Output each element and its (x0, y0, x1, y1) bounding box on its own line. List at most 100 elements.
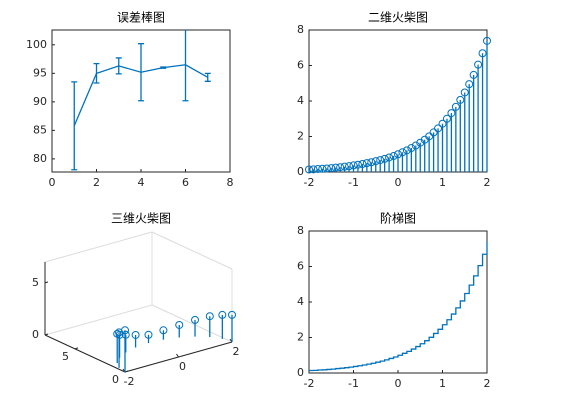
stem-marker (483, 36, 491, 45)
y-tick-label: 0 (112, 373, 119, 386)
stem-marker (331, 163, 340, 172)
error-bar (93, 62, 100, 84)
x-tick-label: 2 (233, 345, 240, 358)
stem-marker (340, 162, 349, 171)
stem-marker (402, 146, 411, 155)
stem-marker (318, 164, 327, 173)
box-edge (44, 231, 153, 263)
stem-marker (305, 165, 313, 174)
stem-marker (478, 49, 487, 58)
x-tick-label: 2 (484, 176, 491, 189)
stem-marker (376, 156, 385, 165)
stem-marker (469, 70, 478, 79)
y-axis (44, 334, 126, 373)
error-bar (182, 30, 189, 102)
stem-marker (456, 95, 465, 104)
y-tick-label: 2 (297, 130, 304, 143)
y-tick-label: 6 (297, 260, 304, 273)
stem-marker (115, 330, 124, 339)
error-bar (115, 57, 122, 75)
stem-marker (371, 157, 380, 166)
stem-marker (411, 141, 420, 150)
stem-marker (191, 315, 200, 324)
y-tick-label: 0 (297, 366, 304, 379)
stairs-line (309, 241, 488, 372)
x-tick-label: 1 (439, 377, 446, 390)
x-tick-label: 8 (227, 176, 234, 189)
stem-marker (434, 124, 443, 133)
stem-marker (438, 119, 447, 128)
error-bar (138, 43, 144, 102)
stem-marker (131, 330, 140, 339)
z-tick-label: 5 (32, 276, 39, 289)
y-tick-label: 85 (33, 123, 47, 136)
y-tick-label: 95 (33, 66, 47, 79)
z-tick-label: 0 (32, 328, 39, 341)
box-edge (151, 231, 233, 270)
chart-title: 三维火柴图 (111, 212, 171, 226)
error-bar (204, 72, 211, 82)
stem-marker (385, 153, 394, 162)
x-tick-label: -2 (304, 176, 315, 189)
stem-marker (451, 102, 460, 111)
error-bar (160, 66, 167, 69)
stem-marker (313, 164, 322, 173)
z-tick (44, 333, 49, 336)
chart-title: 二维火柴图 (368, 11, 428, 25)
plot-area (71, 30, 211, 171)
x-tick-label: 2 (484, 377, 491, 390)
box-edge (151, 304, 233, 343)
x-tick-label: -2 (124, 375, 135, 388)
x-tick-label: -1 (348, 377, 359, 390)
y-tick-label: 8 (297, 224, 304, 237)
stem-marker (159, 326, 168, 335)
z-tick (44, 281, 49, 284)
y-tick-label: 80 (33, 152, 47, 165)
stem-marker (362, 159, 371, 168)
stem-marker (465, 80, 474, 89)
y-tick-label: 4 (297, 94, 304, 107)
x-tick (176, 353, 179, 358)
y-tick-label: 5 (62, 350, 69, 363)
y-tick-label: 100 (26, 38, 47, 51)
stem-marker (327, 164, 336, 173)
x-tick-label: 0 (49, 176, 56, 189)
stem-marker (407, 144, 416, 153)
stem-marker (205, 312, 214, 321)
stem-marker (394, 150, 402, 159)
box-edge (44, 304, 153, 336)
y-tick-label: 90 (33, 95, 47, 108)
x-tick-label: 0 (179, 360, 186, 373)
x-tick-label: -1 (348, 176, 359, 189)
stem-marker (460, 88, 469, 97)
x-tick-label: -2 (304, 377, 315, 390)
stem-marker (353, 160, 362, 169)
stem-marker (349, 161, 358, 170)
error-bar (71, 81, 78, 171)
stem-marker (121, 330, 130, 339)
stem-marker (474, 60, 483, 69)
stem-marker (345, 162, 354, 171)
x-tick-label: 2 (93, 176, 100, 189)
axes-box (308, 230, 488, 374)
stem-marker (144, 330, 153, 339)
stem-marker (228, 310, 236, 319)
stem-marker (389, 152, 398, 161)
stem-marker (218, 310, 227, 319)
stem-marker (425, 132, 434, 141)
x-tick-label: 0 (395, 176, 402, 189)
x-tick-label: 4 (138, 176, 145, 189)
stem-marker (367, 158, 376, 167)
stem-marker (442, 114, 451, 123)
stem-marker (336, 163, 345, 172)
stem-marker (309, 165, 318, 174)
chart-title: 阶梯图 (380, 212, 416, 226)
stem-marker (398, 148, 407, 157)
stem-marker (447, 109, 456, 118)
stem-marker (175, 320, 184, 329)
x-tick-label: 1 (439, 176, 446, 189)
y-tick-label: 0 (297, 165, 304, 178)
chart-title: 误差棒图 (117, 11, 165, 25)
y-tick-label: 4 (297, 295, 304, 308)
stem-marker (380, 154, 389, 163)
